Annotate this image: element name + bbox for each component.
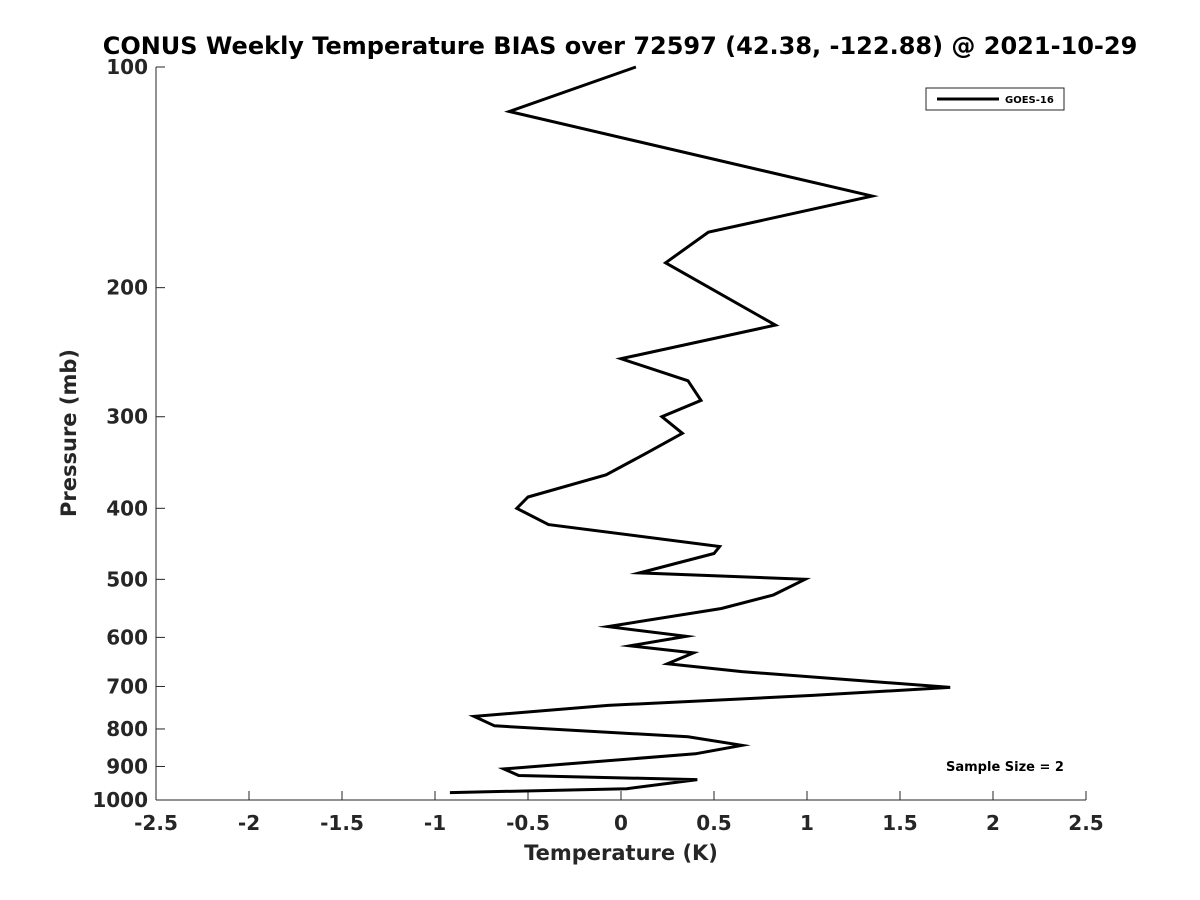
series-layer	[449, 65, 951, 795]
x-tick-label: -2.5	[134, 811, 178, 835]
y-ticks: 100 200 300 400 500 600 700 800 900 1000	[92, 55, 165, 812]
x-tick-label: -1	[424, 811, 446, 835]
x-tick-label: -1.5	[320, 811, 364, 835]
legend-entry-goes-16: GOES-16	[1005, 95, 1054, 106]
y-tick-label: 500	[106, 567, 148, 591]
y-tick-label: 700	[106, 674, 148, 698]
y-tick-label: 600	[106, 625, 148, 649]
y-tick-label: 1000	[92, 788, 148, 812]
x-tick-label: 0	[614, 811, 628, 835]
x-tick-label: 1	[800, 811, 814, 835]
x-ticks: -2.5 -2 -1.5 -1 -0.5 0 0.5 1 1.5 2 2.5	[134, 791, 1104, 835]
chart-title: CONUS Weekly Temperature BIAS over 72597…	[103, 32, 1138, 60]
y-tick-label: 200	[106, 276, 148, 300]
x-tick-label: 2	[986, 811, 1000, 835]
x-tick-label: -2	[238, 811, 260, 835]
x-axis-label: Temperature (K)	[524, 841, 718, 865]
y-tick-label: 300	[106, 405, 148, 429]
x-tick-label: 1.5	[882, 811, 917, 835]
x-tick-label: 2.5	[1068, 811, 1103, 835]
y-tick-label: 900	[106, 754, 148, 778]
legend[interactable]: GOES-16	[925, 87, 1065, 111]
x-tick-label: -0.5	[506, 811, 550, 835]
y-tick-label: 100	[106, 55, 148, 79]
y-tick-label: 400	[106, 496, 148, 520]
y-tick-label: 800	[106, 717, 148, 741]
x-tick-label: 0.5	[696, 811, 731, 835]
y-axis-label: Pressure (mb)	[57, 349, 81, 517]
series-line-goes-16	[449, 65, 951, 795]
sample-size-annotation: Sample Size = 2	[946, 760, 1064, 775]
